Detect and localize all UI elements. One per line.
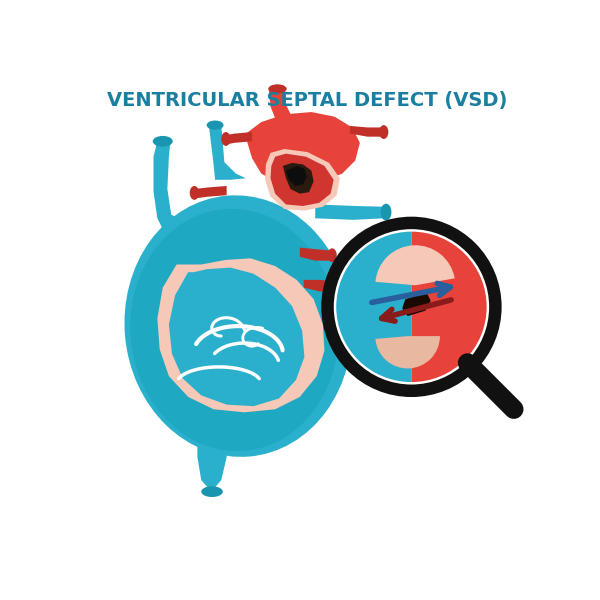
Polygon shape	[304, 280, 335, 292]
Polygon shape	[315, 203, 386, 220]
Ellipse shape	[124, 196, 352, 457]
Ellipse shape	[379, 125, 388, 139]
Polygon shape	[226, 132, 252, 145]
Polygon shape	[246, 112, 360, 185]
Wedge shape	[376, 336, 440, 368]
Polygon shape	[350, 126, 384, 137]
Wedge shape	[412, 229, 490, 385]
Polygon shape	[169, 268, 304, 406]
Polygon shape	[269, 89, 290, 118]
Wedge shape	[333, 229, 412, 385]
Ellipse shape	[153, 136, 173, 146]
Polygon shape	[197, 434, 227, 491]
Polygon shape	[402, 293, 431, 316]
Ellipse shape	[331, 279, 340, 293]
Polygon shape	[300, 248, 332, 260]
Ellipse shape	[201, 486, 223, 497]
Polygon shape	[209, 126, 246, 180]
Wedge shape	[376, 245, 455, 285]
Polygon shape	[154, 141, 196, 233]
Text: VENTRICULAR SEPTAL DEFECT (VSD): VENTRICULAR SEPTAL DEFECT (VSD)	[107, 91, 508, 110]
Ellipse shape	[380, 203, 391, 221]
Polygon shape	[265, 149, 340, 211]
Polygon shape	[283, 163, 314, 194]
Polygon shape	[271, 154, 334, 206]
Polygon shape	[194, 186, 227, 198]
Polygon shape	[286, 166, 307, 186]
Ellipse shape	[268, 85, 287, 94]
Ellipse shape	[190, 186, 199, 200]
Ellipse shape	[328, 248, 337, 262]
Polygon shape	[157, 259, 325, 412]
Ellipse shape	[221, 132, 230, 146]
Ellipse shape	[130, 209, 338, 451]
Ellipse shape	[206, 121, 224, 130]
